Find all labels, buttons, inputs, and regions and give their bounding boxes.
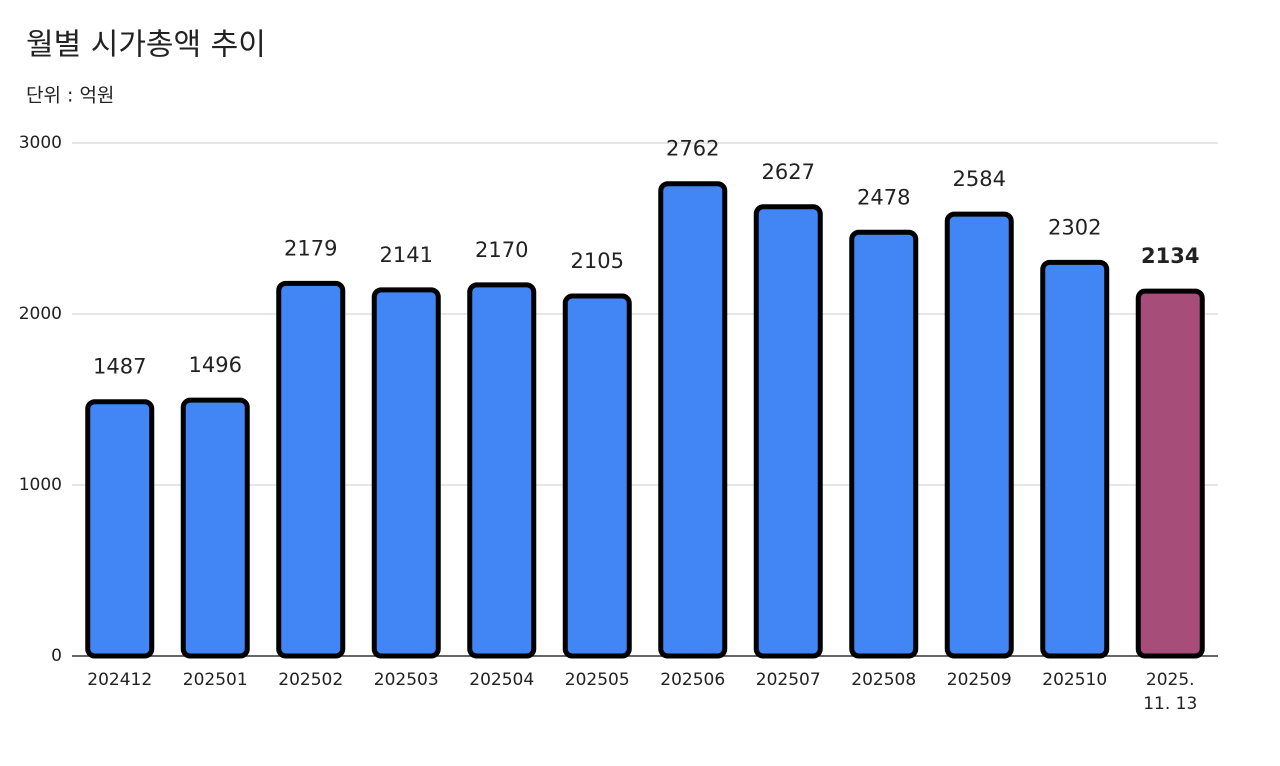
value-label: 2179 — [284, 236, 337, 260]
bar — [1040, 259, 1110, 659]
value-label: 2105 — [571, 249, 624, 273]
value-label: 2627 — [762, 160, 815, 184]
y-tick-label: 1000 — [19, 475, 62, 495]
value-label: 2584 — [953, 167, 1006, 191]
x-tick-label: 202505 — [565, 670, 630, 690]
bar — [562, 293, 632, 659]
x-tick-label: 202503 — [374, 670, 439, 690]
value-label: 2170 — [475, 238, 528, 262]
bar — [85, 399, 155, 659]
bar — [1135, 288, 1205, 659]
chart-title: 월별 시가총액 추이 — [26, 28, 266, 63]
x-tick-label: 202501 — [183, 670, 248, 690]
bar — [849, 229, 919, 659]
value-label: 2762 — [666, 137, 719, 161]
x-tick-label: 202506 — [660, 670, 725, 690]
y-tick-label: 3000 — [19, 133, 62, 153]
bar — [276, 280, 346, 659]
bar — [467, 282, 537, 659]
x-tick-label: 202412 — [87, 670, 152, 690]
x-tick-label: 202507 — [756, 670, 821, 690]
bar — [371, 287, 441, 659]
y-tick-label: 2000 — [19, 304, 62, 324]
value-label: 2134 — [1141, 244, 1199, 268]
bar — [753, 204, 823, 659]
bar — [944, 211, 1014, 659]
bar — [658, 181, 728, 659]
bar — [180, 397, 250, 659]
x-tick-label: 202510 — [1042, 670, 1107, 690]
x-tick-label: 202509 — [947, 670, 1012, 690]
x-tick-label: 202508 — [851, 670, 916, 690]
value-label: 2478 — [857, 185, 910, 209]
x-tick-label: 202502 — [278, 670, 343, 690]
x-tick-label: 202504 — [469, 670, 534, 690]
value-label: 2302 — [1048, 215, 1101, 239]
x-tick-label: 2025. 11. 13 — [1143, 670, 1197, 714]
chart-subtitle: 단위 : 억원 — [26, 85, 114, 107]
value-label: 1487 — [93, 355, 146, 379]
value-label: 1496 — [189, 353, 242, 377]
value-label: 2141 — [380, 243, 433, 267]
y-tick-label: 0 — [51, 646, 62, 666]
